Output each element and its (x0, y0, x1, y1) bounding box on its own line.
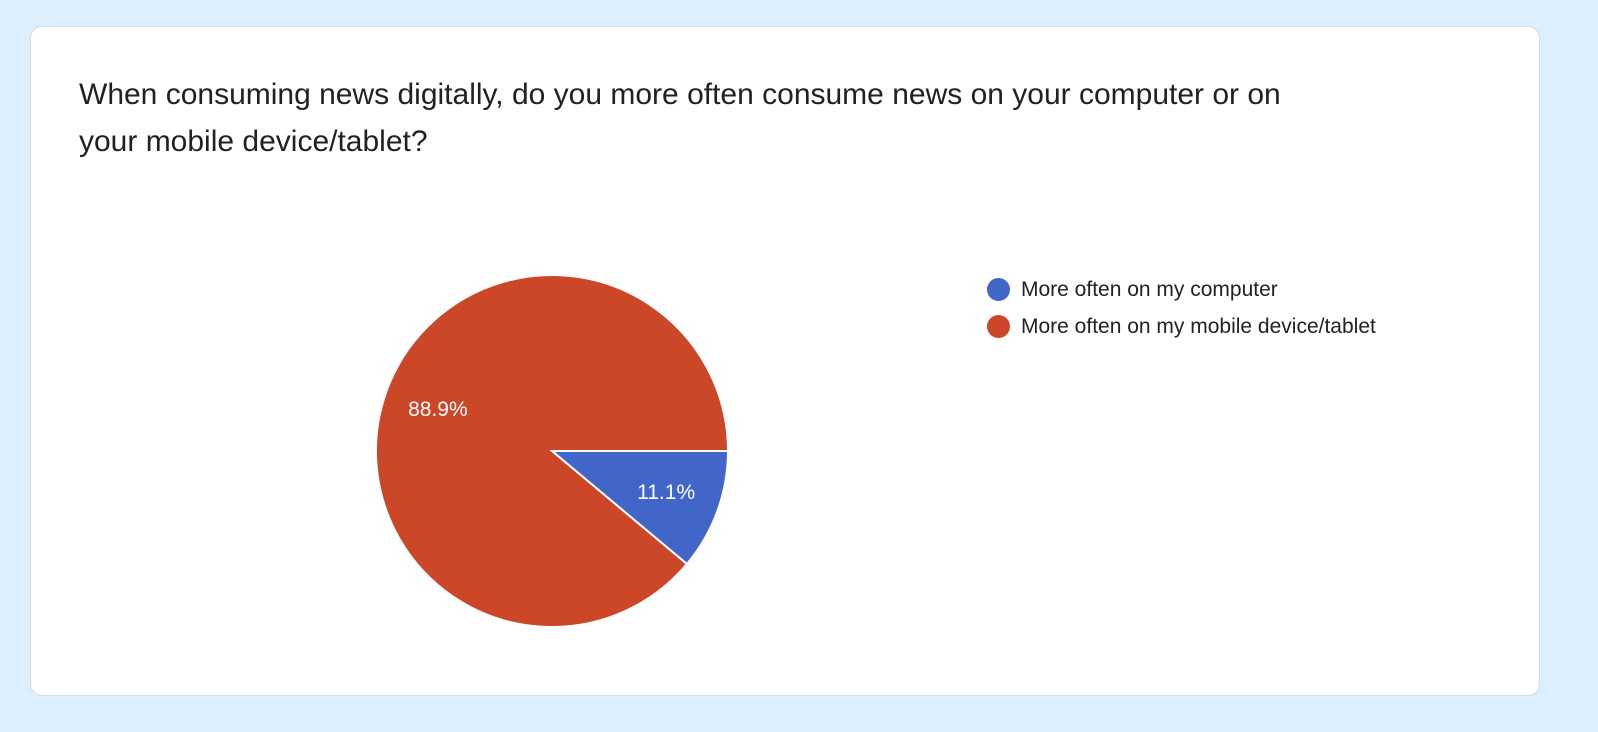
legend-item-2: More often on my mobile device/tablet (987, 308, 1376, 345)
legend-swatch-1 (987, 278, 1010, 301)
pie-slices (375, 274, 730, 628)
chart-legend: More often on my computer More often on m… (987, 271, 1376, 345)
legend-label-1: More often on my computer (1021, 277, 1278, 301)
pie-slice-label-2: 88.9% (408, 398, 468, 421)
question-title: When consuming news digitally, do you mo… (79, 78, 1281, 158)
legend-label-2: More often on my mobile device/tablet (1021, 314, 1376, 338)
pie-slice-2 (375, 274, 730, 628)
pie-slice-1 (549, 450, 730, 566)
legend-swatch-2 (987, 315, 1010, 338)
question-card: When consuming news digitally, do you mo… (30, 26, 1540, 696)
pie-labels: 11.1% 88.9% (408, 398, 695, 504)
pie-chart: 11.1% 88.9% (375, 274, 730, 628)
legend-item-1: More often on my computer (987, 271, 1376, 308)
pie-slice-label-1: 11.1% (637, 481, 695, 504)
